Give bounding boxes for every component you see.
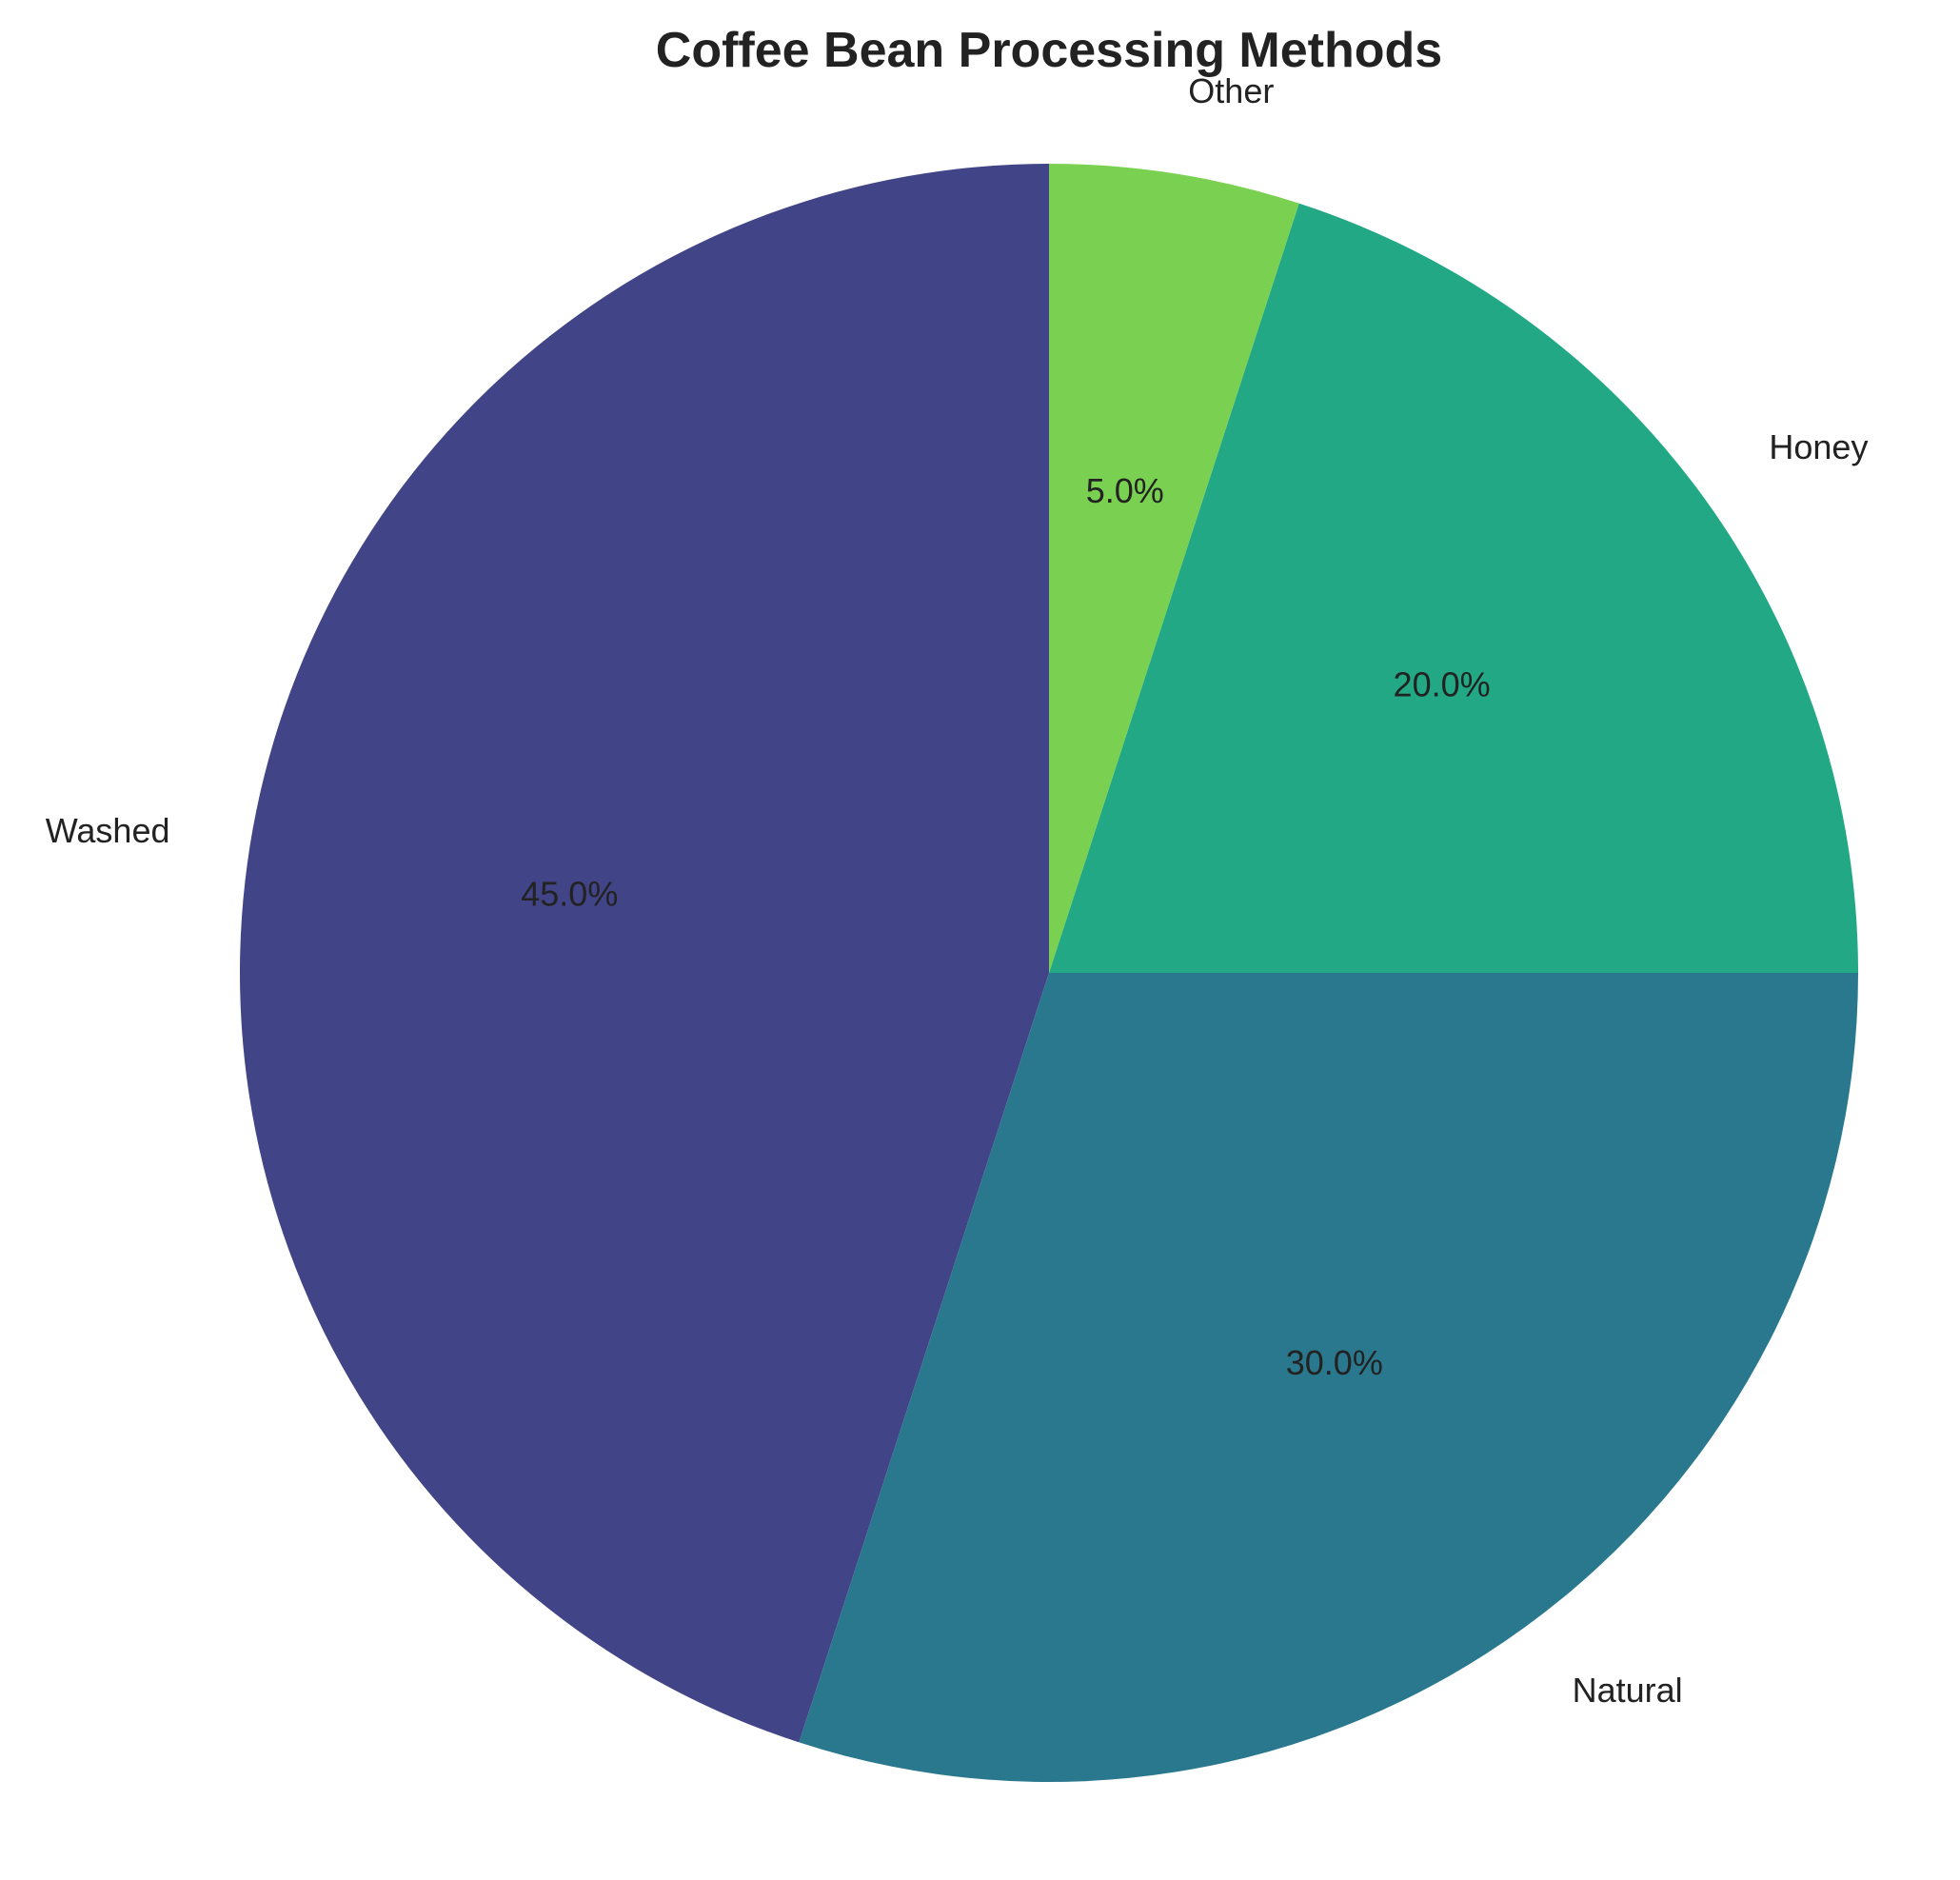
percent-label-other: 5.0% xyxy=(1086,471,1164,510)
slice-label-other: Other xyxy=(1188,71,1274,110)
percent-label-natural: 30.0% xyxy=(1286,1343,1383,1382)
chart-title: Coffee Bean Processing Methods xyxy=(656,23,1442,78)
pie-slice-natural xyxy=(799,973,1858,1783)
slice-label-honey: Honey xyxy=(1769,427,1868,466)
pie-labels: Washed 45.0% Natural 30.0% Honey 20.0% Other 5.… xyxy=(46,71,1869,1710)
percent-label-washed: 45.0% xyxy=(521,875,618,914)
pie-slice-honey xyxy=(1049,203,1858,974)
pie-slice-other xyxy=(1049,164,1299,973)
slice-label-washed: Washed xyxy=(46,811,170,850)
percent-label-honey: 20.0% xyxy=(1394,665,1491,704)
pie-slices xyxy=(239,164,1858,1783)
slice-label-natural: Natural xyxy=(1573,1671,1683,1710)
pie-slice-washed xyxy=(239,164,1049,1743)
